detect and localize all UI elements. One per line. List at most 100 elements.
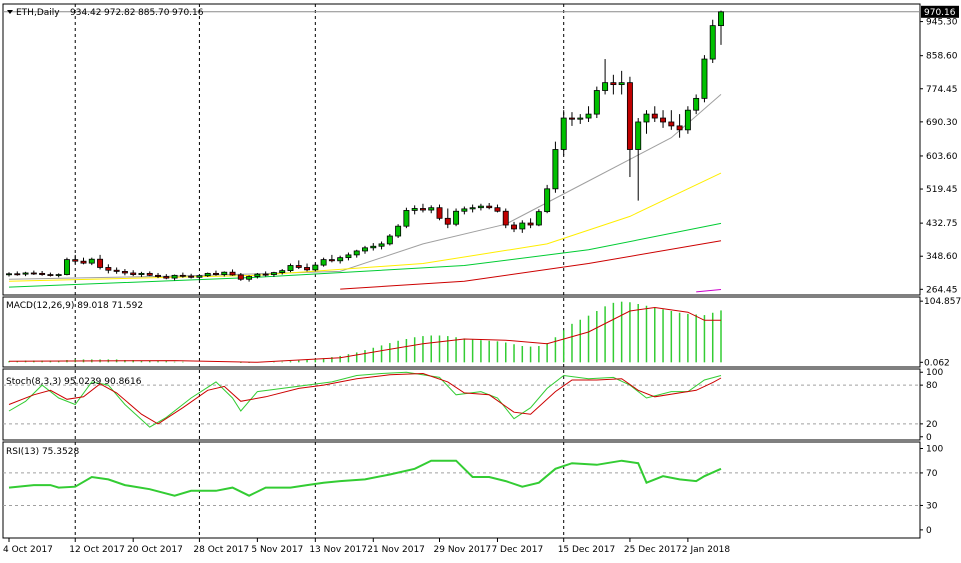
price-tick-label: 774.45 bbox=[926, 85, 958, 95]
candle-up bbox=[701, 58, 708, 99]
stoch-signal-line bbox=[8, 372, 722, 425]
candle-up bbox=[709, 25, 716, 60]
x-tick-label: 2 Jan 2018 bbox=[682, 545, 730, 555]
ohlc-close: 970.16 bbox=[172, 8, 204, 18]
candle-down bbox=[610, 82, 617, 86]
candle-down bbox=[419, 208, 426, 211]
current-price-label: 970.16 bbox=[924, 8, 956, 18]
candle-down bbox=[502, 210, 509, 226]
candle-up bbox=[635, 121, 642, 150]
candle-up bbox=[684, 109, 691, 131]
candle-down bbox=[47, 274, 54, 276]
candle-up bbox=[453, 210, 460, 225]
stoch-main-line bbox=[8, 371, 722, 428]
candle-up bbox=[477, 205, 484, 209]
moving-average-line bbox=[340, 240, 722, 290]
macd-tick-label: 0.062 bbox=[924, 358, 950, 368]
candle-up bbox=[287, 265, 294, 272]
candle-up bbox=[55, 274, 62, 276]
candle-up bbox=[519, 222, 526, 230]
candle-up bbox=[618, 82, 625, 86]
candle-down bbox=[304, 267, 311, 271]
x-tick-label: 7 Dec 2017 bbox=[491, 545, 543, 555]
rsi-label: RSI(13) 75.3528 bbox=[6, 447, 79, 457]
candle-up bbox=[552, 149, 559, 190]
candle-down bbox=[80, 260, 87, 264]
x-tick-label: 5 Nov 2017 bbox=[251, 545, 303, 555]
candle-up bbox=[718, 11, 724, 27]
candle-down bbox=[494, 207, 501, 212]
candle-up bbox=[279, 270, 286, 273]
candle-down bbox=[229, 271, 236, 276]
x-tick-label: 13 Nov 2017 bbox=[309, 545, 367, 555]
candle-down bbox=[527, 222, 534, 226]
price-tick-label: 690.30 bbox=[926, 118, 958, 128]
candle-down bbox=[436, 207, 443, 219]
candle-up bbox=[469, 207, 476, 210]
candle-up bbox=[22, 272, 29, 275]
candle-up bbox=[378, 243, 385, 247]
candle-down bbox=[179, 274, 186, 277]
macd-tick-label: 104.857 bbox=[924, 297, 961, 307]
candle-down bbox=[30, 272, 37, 275]
price-tick-label: 858.60 bbox=[926, 52, 958, 62]
x-tick-label: 28 Oct 2017 bbox=[193, 545, 249, 555]
candle-down bbox=[486, 205, 493, 209]
candle-down bbox=[155, 274, 161, 277]
candle-down bbox=[668, 121, 675, 127]
price-tick-label: 603.60 bbox=[926, 152, 958, 162]
candle-down bbox=[105, 267, 112, 271]
candle-up bbox=[602, 82, 609, 91]
moving-average-line bbox=[696, 289, 722, 293]
candle-up bbox=[362, 247, 368, 252]
candle-up bbox=[403, 210, 410, 227]
candle-down bbox=[626, 82, 633, 150]
candle-up bbox=[6, 273, 12, 276]
candle-down bbox=[237, 274, 244, 280]
candle-down bbox=[651, 113, 658, 119]
candle-up bbox=[254, 273, 261, 277]
rsi-tick-label: 100 bbox=[926, 445, 943, 455]
candle-up bbox=[345, 254, 352, 259]
candle-up bbox=[544, 188, 551, 213]
candle-up bbox=[246, 276, 253, 280]
candle-up bbox=[221, 271, 228, 275]
x-tick-label: 12 Oct 2017 bbox=[69, 545, 125, 555]
candle-down bbox=[188, 275, 195, 278]
pane-stoch bbox=[2, 368, 921, 441]
candle-up bbox=[204, 272, 211, 277]
candle-down bbox=[39, 272, 46, 275]
price-tick-label: 519.45 bbox=[926, 185, 958, 195]
candle-up bbox=[395, 225, 402, 237]
stoch-label: Stoch(8,3,3) 95.0239 90.8616 bbox=[6, 377, 142, 387]
moving-average-line bbox=[8, 222, 722, 288]
candle-up bbox=[386, 235, 393, 245]
ohlc-open: 934.42 bbox=[70, 8, 102, 18]
symbol-label: ETH,Daily bbox=[16, 8, 60, 18]
stoch-tick-label: 0 bbox=[926, 433, 932, 443]
rsi-tick-label: 30 bbox=[926, 501, 938, 511]
candle-up bbox=[461, 208, 468, 212]
candle-up bbox=[428, 207, 435, 211]
candle-down bbox=[660, 117, 667, 123]
candle-up bbox=[88, 258, 95, 264]
stoch-tick-label: 100 bbox=[926, 368, 943, 378]
candle-down bbox=[295, 265, 302, 268]
dropdown-triangle-icon[interactable] bbox=[7, 10, 13, 14]
candle-down bbox=[113, 269, 120, 272]
candle-down bbox=[328, 259, 335, 262]
x-tick-label: 4 Oct 2017 bbox=[3, 545, 53, 555]
candle-up bbox=[535, 211, 542, 226]
price-tick-label: 945.30 bbox=[926, 18, 958, 28]
candle-up bbox=[337, 257, 344, 262]
candle-down bbox=[262, 273, 269, 276]
candle-up bbox=[560, 117, 567, 150]
candle-down bbox=[97, 258, 104, 268]
moving-average-line bbox=[8, 172, 722, 282]
candle-down bbox=[14, 273, 21, 276]
current-price-box bbox=[921, 5, 959, 18]
candle-down bbox=[213, 272, 219, 275]
candle-up bbox=[577, 117, 584, 120]
pane-price bbox=[2, 3, 921, 296]
